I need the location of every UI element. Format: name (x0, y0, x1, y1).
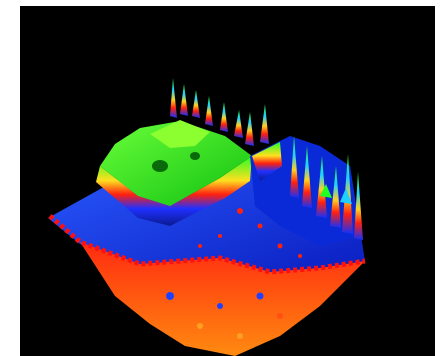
plateau-pit (152, 160, 168, 172)
green-plateau (100, 121, 252, 206)
render-viewport (20, 6, 435, 356)
red-field-texture (166, 292, 283, 339)
plateau-peak (150, 120, 210, 148)
red-speckle-band (48, 214, 366, 275)
blue-field-texture (198, 208, 302, 258)
spike-cluster-back (170, 78, 269, 146)
plateau-cliff-face (96, 156, 252, 226)
terrain-surface-image (48, 78, 366, 356)
spike-cluster-right (290, 136, 363, 240)
right-ridge-cliff (252, 142, 282, 181)
plateau-pit (190, 152, 200, 160)
